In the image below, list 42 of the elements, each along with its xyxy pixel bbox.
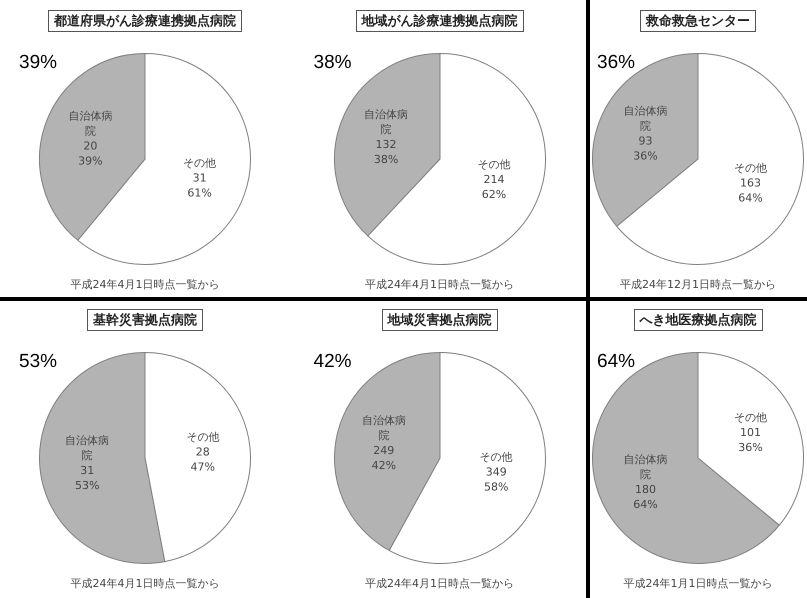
data-label: 31 53% bbox=[75, 464, 100, 492]
data-label: 180 64% bbox=[633, 483, 658, 512]
slice-label: その他 bbox=[186, 430, 220, 444]
slice-label: その他 bbox=[476, 158, 510, 172]
slice-label: 自治体病院 bbox=[623, 453, 668, 482]
slice-label: その他 bbox=[183, 156, 216, 170]
data-label: 163 64% bbox=[738, 176, 763, 205]
text: 平成24年4月1日時点一覧から bbox=[70, 277, 220, 292]
chart-title: へき地医療拠点病院 bbox=[634, 309, 762, 331]
slice-label: その他 bbox=[734, 411, 768, 424]
slice-label: その他 bbox=[734, 162, 768, 175]
data-label: 101 36% bbox=[738, 426, 763, 454]
slice-label: 自治体病院 bbox=[361, 414, 406, 442]
data-label: 28 47% bbox=[190, 445, 215, 474]
chart-title: 地域がん診療連携拠点病院 bbox=[356, 10, 524, 32]
text: 38% bbox=[314, 52, 352, 74]
data-label: 132 38% bbox=[373, 138, 398, 166]
data-label: 214 62% bbox=[481, 173, 506, 202]
slice-label: 自治体病院 bbox=[68, 110, 112, 138]
data-label: 349 58% bbox=[483, 465, 508, 494]
slice-label: その他 bbox=[479, 450, 512, 464]
slice-label: 自治体病院 bbox=[364, 108, 408, 136]
chart-title: 基幹災害拠点病院 bbox=[87, 309, 203, 331]
chart-title: 都道府県がん診療連携拠点病院 bbox=[48, 10, 242, 32]
text: 39% bbox=[19, 52, 58, 74]
text: 平成24年4月1日時点一覧から bbox=[70, 576, 220, 591]
text: 53% bbox=[19, 351, 58, 373]
text: 42% bbox=[314, 351, 352, 373]
text: 平成24年1月1日時点一覧から bbox=[622, 576, 774, 591]
text: 平成24年4月1日時点一覧から bbox=[364, 576, 515, 591]
text: 平成24年12月1日時点一覧から bbox=[619, 277, 777, 292]
slice-label: 自治体病院 bbox=[65, 434, 110, 462]
chart-title: 救命救急センター bbox=[640, 10, 756, 32]
data-label: 249 42% bbox=[371, 444, 396, 472]
data-label: 93 36% bbox=[633, 134, 658, 163]
slice-label: 自治体病院 bbox=[623, 104, 668, 133]
data-label: 20 39% bbox=[78, 140, 103, 168]
chart-title: 地域災害拠点病院 bbox=[382, 309, 498, 331]
text: 36% bbox=[597, 52, 636, 74]
text: 64% bbox=[597, 351, 636, 373]
data-label: 31 61% bbox=[187, 172, 212, 200]
text: 平成24年4月1日時点一覧から bbox=[364, 277, 515, 292]
